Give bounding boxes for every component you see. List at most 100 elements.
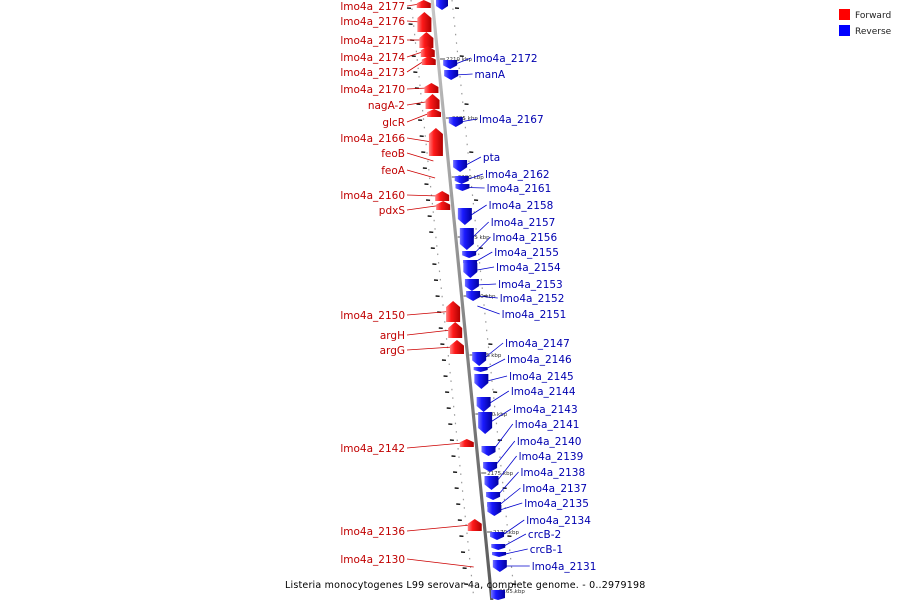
reverse-gene-label: lmo4a_2153 (498, 279, 563, 291)
reverse-gene-arrow (474, 374, 489, 389)
forward-gene-arrow (428, 128, 443, 156)
forward-leader-line (406, 112, 431, 123)
forward-gene-arrow (436, 201, 451, 210)
legend-forward-swatch (839, 9, 850, 20)
forward-gene-arrow (425, 94, 440, 109)
kbp-label: 2195 kbp (464, 235, 490, 241)
reverse-gene-label: lmo4a_2167 (479, 114, 544, 126)
reverse-gene-label: lmo4a_2161 (487, 183, 552, 195)
kbp-label: 2170 kbp (493, 530, 519, 536)
legend-reverse-label: Reverse (855, 27, 892, 37)
forward-gene-label: lmo4a_2175 (340, 35, 405, 47)
reverse-gene-label: lmo4a_2141 (515, 419, 580, 431)
reverse-leader-line (482, 342, 504, 360)
reverse-leader-line (497, 487, 521, 507)
forward-gene-label: lmo4a_2136 (340, 526, 405, 538)
reverse-leader-line (493, 440, 516, 468)
forward-gene-arrow (416, 0, 431, 8)
reverse-gene-label: lmo4a_2172 (473, 53, 538, 65)
forward-gene-label: feoB (381, 148, 405, 160)
forward-leader-line (406, 558, 474, 568)
reverse-gene-label: lmo4a_2145 (509, 371, 574, 383)
forward-gene-label: lmo4a_2170 (340, 84, 405, 96)
forward-gene-arrow (449, 340, 464, 354)
reverse-gene-arrow (491, 590, 505, 600)
forward-gene-label: lmo4a_2150 (340, 310, 405, 322)
kbp-label: 2175 kbp (487, 471, 513, 477)
reverse-gene-arrow (492, 560, 507, 572)
reverse-leader-line (498, 502, 523, 511)
reverse-gene-arrow (490, 532, 505, 540)
reverse-gene-arrow (481, 446, 496, 456)
genome-caption: Listeria monocytogenes L99 serovar 4a, c… (285, 580, 646, 591)
forward-gene-arrow (417, 12, 432, 32)
reverse-leader-line (477, 305, 500, 315)
reverse-gene-arrow (478, 412, 493, 434)
reverse-gene-label: lmo4a_2144 (511, 386, 576, 398)
kbp-label: 2205 kbp (452, 116, 478, 122)
forward-gene-arrow (424, 83, 439, 93)
reverse-gene-label: lmo4a_2140 (517, 436, 582, 448)
kbp-label: 2190 kbp (470, 294, 496, 300)
kbp-label: 2210 kbp (446, 57, 472, 63)
reverse-leader-line (488, 408, 512, 424)
reverse-gene-label: lmo4a_2155 (494, 247, 559, 259)
reverse-gene-arrow (453, 160, 468, 172)
forward-leader-line (406, 329, 452, 336)
kbp-label: 2165 kbp (499, 589, 525, 595)
forward-leader-line (406, 87, 428, 90)
reverse-gene-label: lmo4a_2154 (496, 262, 561, 274)
reverse-gene-label: lmo4a_2151 (502, 309, 567, 321)
reverse-track (451, 0, 516, 600)
forward-leader-line (406, 194, 439, 197)
reverse-gene-arrow (492, 552, 507, 557)
forward-gene-arrow (421, 56, 436, 65)
forward-gene-arrow (459, 439, 474, 447)
reverse-gene-arrow (463, 263, 478, 278)
reverse-gene-label: lmo4a_2138 (521, 467, 586, 479)
legend-reverse-swatch (839, 25, 850, 36)
reverse-gene-label: lmo4a_2146 (507, 354, 572, 366)
forward-gene-arrow (427, 109, 442, 117)
forward-leader-line (406, 205, 440, 211)
forward-gene-label: glcR (382, 117, 405, 129)
forward-track (410, 0, 475, 600)
reverse-leader-line (474, 266, 495, 271)
forward-gene-label: lmo4a_2173 (340, 67, 405, 79)
reverse-gene-arrow (484, 476, 499, 490)
reverse-gene-arrow (487, 505, 502, 516)
forward-leader-line (406, 101, 429, 106)
reverse-gene-label: lmo4a_2162 (485, 169, 550, 181)
reverse-gene-arrow (459, 228, 474, 250)
reverse-gene-label: lmo4a_2158 (489, 200, 554, 212)
forward-leader-line (406, 346, 453, 351)
reverse-leader-line (502, 533, 527, 548)
reverse-leader-line (496, 471, 519, 497)
scale-ticks (406, 7, 517, 585)
reverse-gene-arrow (457, 208, 472, 225)
forward-gene-label: feoA (381, 165, 406, 177)
reverse-gene-arrow (466, 291, 481, 301)
legend-forward-label: Forward (855, 11, 891, 21)
forward-gene-label: argH (380, 330, 405, 342)
forward-leader-line (406, 442, 463, 449)
reverse-gene-arrow (491, 544, 506, 550)
reverse-gene-arrow (483, 462, 498, 472)
reverse-leader-line (492, 423, 514, 452)
reverse-leader-line (495, 455, 517, 484)
reverse-gene-arrow (473, 367, 488, 372)
forward-gene-arrow (420, 46, 435, 57)
reverse-gene-label: lmo4a_2139 (519, 451, 584, 463)
forward-leader-line (406, 311, 450, 316)
forward-leader-line (406, 152, 434, 162)
reverse-gene-arrow (444, 70, 459, 80)
reverse-gene-label: lmo4a_2131 (532, 561, 597, 573)
forward-gene-label: lmo4a_2174 (340, 52, 405, 64)
forward-gene-label: nagA-2 (368, 100, 405, 112)
reverse-gene-arrow (454, 176, 469, 184)
forward-leader-line (406, 169, 436, 179)
reverse-gene-label: crcB-2 (528, 529, 561, 541)
forward-gene-arrow (467, 519, 482, 531)
